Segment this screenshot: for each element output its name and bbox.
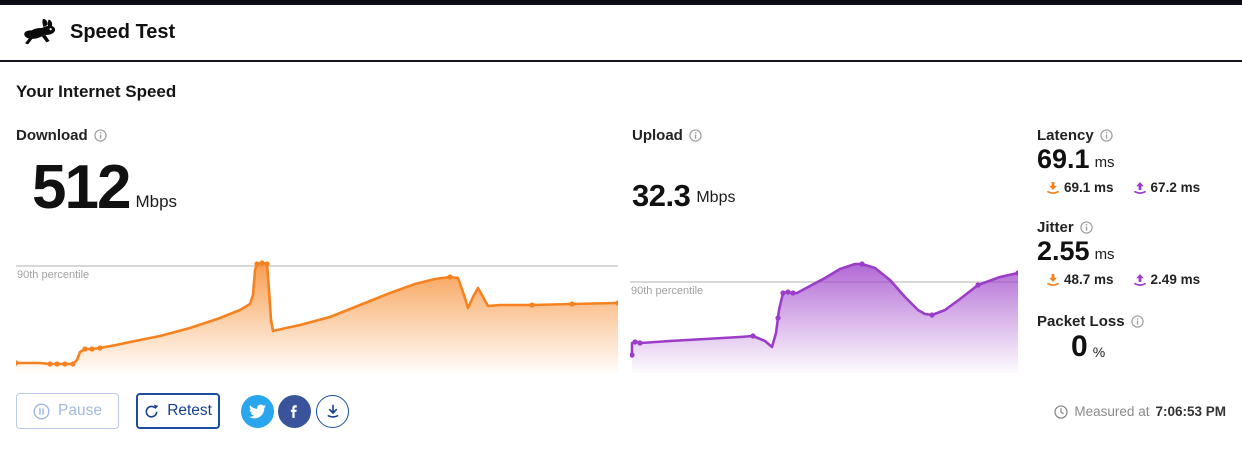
share-facebook-button[interactable]	[278, 394, 311, 428]
speed-test-rabbit-logo-icon	[24, 18, 56, 44]
clock-icon	[1054, 404, 1069, 419]
refresh-icon	[145, 404, 159, 418]
jitter-value-row: 2.55 ms	[1037, 236, 1232, 266]
jitter-value: 2.55	[1037, 236, 1090, 266]
download-value-row: 512 Mbps	[32, 153, 178, 222]
section-title: Your Internet Speed	[16, 82, 177, 101]
latency-unit: ms	[1094, 153, 1115, 171]
jitter-label-row: Jitter	[1037, 219, 1232, 236]
pause-icon	[33, 402, 50, 420]
download-label: Download	[16, 127, 88, 144]
jitter-download-value: 48.7 ms	[1064, 271, 1114, 287]
latency-download-value: 69.1 ms	[1064, 179, 1114, 195]
facebook-icon	[290, 404, 297, 418]
download-percentile-label: 90th percentile	[17, 269, 90, 281]
top-border-bar	[0, 0, 1242, 5]
latency-upload-value: 67.2 ms	[1150, 179, 1201, 195]
retest-button-label: Retest	[167, 402, 212, 419]
download-label-row: Download	[16, 127, 107, 144]
download-arrow-icon	[1047, 273, 1059, 286]
upload-unit: Mbps	[696, 189, 736, 207]
pause-button-label: Pause	[58, 402, 102, 419]
retest-button[interactable]: Retest	[136, 393, 220, 429]
packet-loss-unit: %	[1092, 343, 1106, 360]
download-unit: Mbps	[135, 191, 178, 211]
jitter-block: Jitter 2.55 ms 48.7 ms 2.49 ms	[1037, 219, 1232, 287]
latency-label-row: Latency	[1037, 127, 1232, 144]
page-title: Speed Test	[70, 21, 176, 43]
latency-info-icon[interactable]	[1100, 129, 1113, 142]
download-file-icon	[327, 404, 338, 418]
packet-loss-value: 0	[1071, 330, 1088, 363]
upload-label: Upload	[632, 127, 683, 144]
jitter-download-pair: 48.7 ms	[1047, 272, 1114, 287]
packet-loss-value-row: 0 %	[1071, 330, 1232, 363]
measured-at-row: Measured at 7:06:53 PM	[1054, 404, 1226, 419]
measured-at-time: 7:06:53 PM	[1155, 404, 1226, 419]
jitter-label: Jitter	[1037, 219, 1074, 236]
packet-loss-info-icon[interactable]	[1130, 315, 1144, 328]
pause-button[interactable]: Pause	[16, 393, 119, 429]
jitter-breakdown-row: 48.7 ms 2.49 ms	[1047, 272, 1232, 287]
upload-label-row: Upload	[632, 127, 702, 144]
download-value: 512	[32, 153, 131, 222]
packet-loss-label-row: Packet Loss	[1037, 313, 1232, 330]
packet-loss-block: Packet Loss 0 %	[1037, 313, 1232, 363]
latency-upload-pair: 67.2 ms	[1133, 179, 1201, 195]
latency-value: 69.1	[1037, 144, 1090, 174]
jitter-info-icon[interactable]	[1080, 221, 1093, 234]
jitter-upload-pair: 2.49 ms	[1133, 271, 1201, 287]
latency-label: Latency	[1037, 127, 1094, 144]
twitter-icon	[249, 404, 266, 418]
app-header: Speed Test	[0, 5, 1242, 62]
latency-download-pair: 69.1 ms	[1047, 180, 1114, 195]
upload-value: 32.3	[632, 178, 691, 213]
upload-value-row: 32.3 Mbps	[632, 178, 736, 213]
share-twitter-button[interactable]	[241, 394, 274, 428]
latency-breakdown-row: 69.1 ms 67.2 ms	[1047, 180, 1232, 195]
upload-arrow-icon	[1133, 273, 1146, 286]
jitter-unit: ms	[1094, 245, 1115, 263]
download-arrow-icon	[1047, 181, 1059, 194]
upload-chart: 90th percentile	[630, 253, 1018, 373]
upload-arrow-icon	[1133, 181, 1146, 194]
download-chart: 90th percentile	[16, 253, 618, 373]
latency-block: Latency 69.1 ms 69.1 ms 67.2 ms	[1037, 127, 1232, 195]
measured-at-text: Measured at	[1074, 404, 1150, 419]
upload-percentile-label: 90th percentile	[631, 285, 704, 297]
download-results-button[interactable]	[316, 394, 349, 428]
upload-info-icon[interactable]	[689, 129, 702, 142]
jitter-upload-value: 2.49 ms	[1150, 271, 1201, 287]
latency-value-row: 69.1 ms	[1037, 144, 1232, 174]
actions-toolbar: Pause Retest	[16, 393, 349, 429]
download-info-icon[interactable]	[93, 129, 107, 142]
packet-loss-label: Packet Loss	[1037, 313, 1125, 330]
